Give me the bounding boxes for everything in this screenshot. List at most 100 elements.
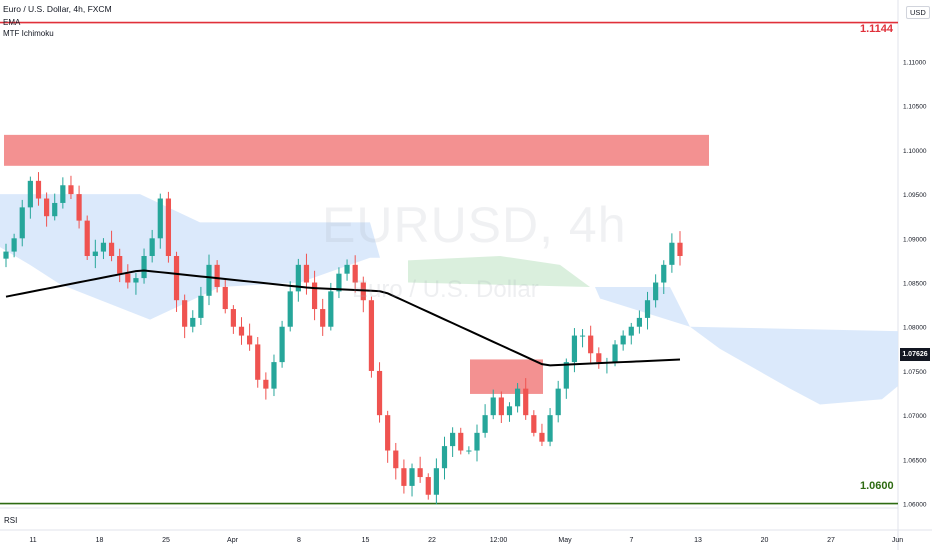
candle-body — [498, 397, 504, 416]
symbol-title[interactable]: Euro / U.S. Dollar, 4h, FXCM — [3, 4, 112, 14]
candle-body — [620, 335, 626, 345]
x-tick-label: 7 — [630, 537, 634, 544]
candle-body — [490, 397, 496, 416]
candle-body — [100, 242, 107, 252]
support-level-label: 1.0600 — [860, 480, 894, 492]
rsi-pane-label[interactable]: RSI — [4, 516, 18, 525]
candle-body — [238, 326, 245, 336]
candle-body — [376, 370, 383, 416]
candle-body — [425, 477, 431, 495]
candle-body — [35, 180, 42, 199]
candle-body — [173, 256, 180, 301]
y-tick-label: 1.07000 — [903, 413, 927, 420]
candle-body — [417, 468, 423, 478]
candle-body — [19, 207, 25, 239]
candle-body — [263, 379, 269, 389]
candle-body — [3, 251, 9, 259]
y-tick-label: 1.08500 — [903, 281, 927, 288]
candle-body — [125, 273, 131, 283]
candle-body — [214, 264, 220, 287]
ichimoku-indicator-label[interactable]: MTF Ichimoku — [3, 29, 54, 38]
candle-body — [141, 256, 147, 279]
candle-body — [393, 450, 399, 469]
x-tick-label: 27 — [827, 537, 835, 544]
x-tick-label: 22 — [428, 537, 436, 544]
y-tick-label: 1.10000 — [903, 148, 927, 155]
x-tick-label: Apr — [227, 537, 239, 544]
candle-body — [482, 415, 488, 433]
candle-body — [52, 202, 58, 217]
candle-body — [92, 251, 98, 256]
x-tick-label: 11 — [29, 537, 36, 544]
price-zone — [470, 359, 543, 394]
y-tick-label: 1.08000 — [903, 325, 927, 332]
ema-indicator-label[interactable]: EMA — [3, 18, 21, 27]
candle-body — [644, 300, 651, 318]
candle-body — [450, 432, 456, 447]
resistance-level-label: 1.1144 — [860, 23, 894, 35]
x-tick-label: 15 — [362, 537, 370, 544]
candle-body — [669, 242, 675, 265]
ema-line — [5, 269, 681, 367]
watermark-name: Euro / U.S. Dollar — [352, 276, 539, 303]
candle-body — [555, 388, 561, 416]
candle-body — [352, 264, 358, 283]
candle-body — [368, 300, 375, 371]
candle-body — [311, 282, 318, 310]
price-zone — [4, 134, 709, 166]
candle-body — [68, 185, 74, 195]
candle-body — [636, 317, 642, 327]
candle-body — [76, 194, 82, 221]
candle-body — [27, 180, 33, 208]
candle-body — [596, 353, 602, 363]
candle-body — [44, 198, 50, 217]
candle-body — [279, 326, 285, 363]
x-tick-label: Jun — [892, 537, 903, 544]
y-tick-label: 1.06500 — [903, 457, 927, 464]
watermark-symbol: EURUSD, 4h — [322, 197, 627, 253]
candle-body — [677, 242, 683, 256]
candle-body — [222, 286, 228, 310]
candle-body — [433, 468, 439, 495]
candle-body — [474, 432, 480, 451]
candle-body — [531, 415, 537, 433]
candle-body — [108, 242, 115, 256]
candle-body — [344, 264, 350, 274]
candle-body — [661, 264, 667, 283]
currency-button[interactable]: USD — [906, 6, 930, 19]
x-tick-label: 12:00 — [490, 537, 508, 544]
y-tick-label: 1.11000 — [903, 59, 926, 66]
candle-body — [547, 415, 553, 442]
candle-body — [303, 264, 310, 283]
y-tick-label: 1.09000 — [903, 236, 927, 243]
candle-body — [401, 468, 407, 486]
candle-body — [157, 198, 163, 239]
candle-body — [247, 335, 253, 345]
candle-body — [11, 238, 17, 252]
candle-body — [628, 326, 634, 336]
candle-body — [165, 198, 172, 256]
candle-body — [563, 362, 569, 389]
candle-body — [117, 256, 123, 274]
x-tick-label: May — [558, 537, 572, 544]
y-tick-label: 1.10500 — [903, 104, 927, 111]
candle-body — [60, 185, 66, 203]
candle-body — [588, 335, 594, 354]
x-tick-label: 20 — [761, 537, 769, 544]
ichimoku-cloud — [408, 256, 590, 287]
candle-body — [328, 291, 334, 327]
candle-body — [255, 344, 261, 380]
candle-body — [385, 415, 391, 451]
candle-body — [271, 362, 277, 389]
candle-body — [295, 264, 301, 292]
candle-body — [579, 335, 586, 337]
candle-body — [149, 238, 155, 256]
candle-body — [182, 300, 188, 327]
y-tick-label: 1.09500 — [903, 192, 927, 199]
candle-body — [441, 446, 448, 469]
y-tick-label: 1.07500 — [903, 369, 927, 376]
x-tick-label: 13 — [694, 537, 702, 544]
candle-body — [539, 432, 545, 442]
